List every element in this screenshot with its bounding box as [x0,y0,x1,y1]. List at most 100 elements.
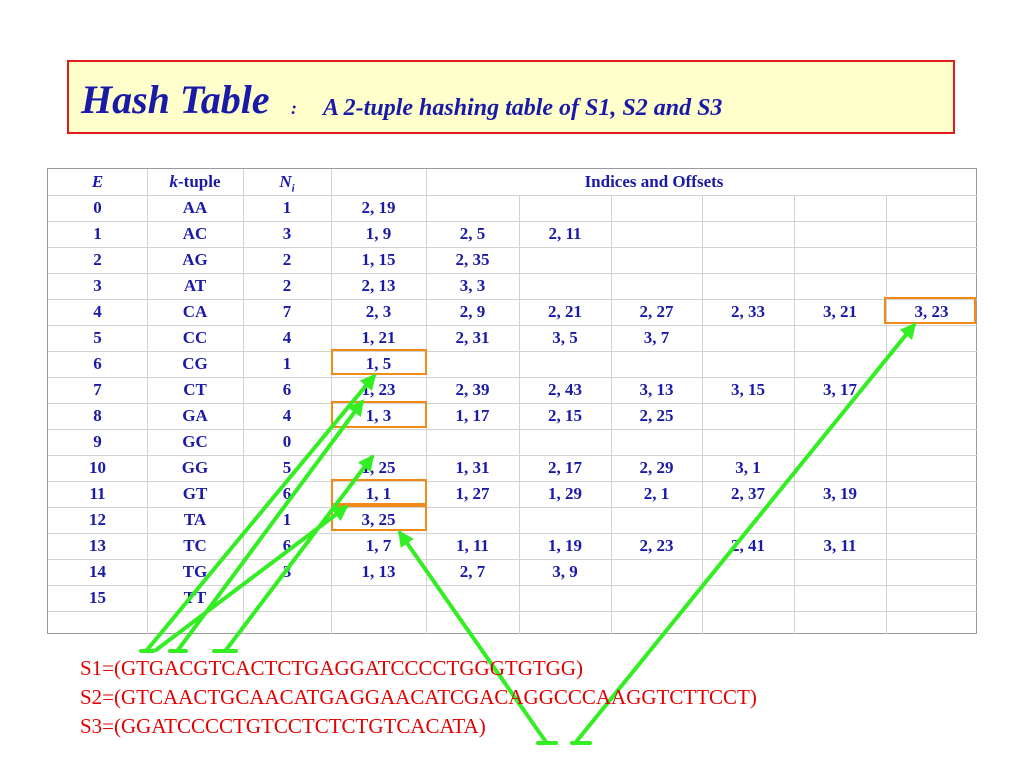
row-n: 3 [282,224,292,243]
row-e: 12 [89,510,106,529]
header-n-subscript: i [291,182,295,195]
row-tuple: AA [182,198,208,217]
row-tuple: AT [183,276,207,295]
row-offset: 1, 27 [455,484,490,503]
sequence-s2: S2=(GTCAACTGCAACATGAGGAACATCGACAGGCCCAAG… [80,685,757,709]
row-offset: 2, 23 [639,536,674,555]
row-tuple: CA [182,302,208,321]
highlight-box [331,349,427,375]
arrow-s1-to-ta [154,505,349,652]
row-n: 6 [282,380,292,399]
row-e: 3 [93,276,102,295]
grid-line-horizontal [48,221,977,222]
row-tuple: CG [182,354,208,373]
row-offset: 2, 39 [455,380,490,399]
sequence-s1: S1=(GTGACGTCACTCTGAGGATCCCCTGGGTGTGG) [80,656,584,680]
row-offset: 1, 19 [548,536,582,555]
grid-line-horizontal [48,585,977,586]
row-offset: 1, 5 [365,354,392,373]
row-e: 6 [93,354,102,373]
grid-line-horizontal [48,455,977,456]
row-tuple: TA [183,510,207,529]
row-offset: 2, 17 [548,458,582,477]
sequence-s3: S3=(GGATCCCCTGTCCTCTCTGTCACATA) [80,714,486,738]
grid-line-horizontal [48,195,977,196]
grid-line-horizontal [48,403,977,404]
row-e: 0 [93,198,102,217]
row-offset: 2, 35 [455,250,490,269]
row-offset: 2, 25 [639,406,674,425]
row-offset: 2, 13 [361,276,396,295]
row-offset: 1, 9 [365,224,392,243]
row-offset: 2, 21 [548,302,582,321]
row-n: 6 [282,536,292,555]
grid-line-horizontal [48,481,977,482]
row-offset: 3, 13 [639,380,674,399]
grid-line-vertical [611,195,612,634]
row-offset: 3, 7 [643,328,670,347]
row-tuple: GA [182,406,208,425]
row-tuple: GG [181,458,209,477]
row-offset: 3, 9 [552,562,578,581]
row-e: 8 [93,406,102,425]
grid-line-horizontal [48,247,977,248]
row-offset: 2, 33 [731,302,765,321]
row-offset: 1, 3 [365,406,392,425]
grid-line-vertical [702,195,703,634]
grid-line-vertical [886,195,887,634]
row-offset: 2, 19 [361,198,396,217]
row-n: 2 [282,250,292,269]
row-offset: 1, 17 [455,406,490,425]
header-k-tuple: k-tuple [147,169,243,195]
header-e: E [91,172,104,191]
row-n: 7 [282,302,292,321]
row-e: 9 [93,432,102,451]
grid-line-horizontal [48,325,977,326]
grid-line-horizontal [48,611,977,612]
row-e: 2 [93,250,102,269]
grid-line-horizontal [48,559,977,560]
row-offset: 2, 29 [639,458,674,477]
row-tuple: TT [183,588,207,607]
row-offset: 3, 23 [914,302,949,321]
highlight-box [331,401,427,428]
grid-line-vertical [519,195,520,634]
grid-line-horizontal [48,299,977,300]
row-offset: 1, 13 [361,562,396,581]
slide-subtitle: A 2-tuple hashing table of S1, S2 and S3 [323,95,723,121]
grid-line-horizontal [48,429,977,430]
arrow-s3-to-tc [398,530,548,744]
row-offset: 1, 7 [365,536,392,555]
row-e: 10 [89,458,106,477]
row-n: 1 [282,354,292,373]
row-tuple: TG [182,562,208,581]
row-offset: 3, 3 [459,276,486,295]
row-offset: 2, 1 [643,484,670,503]
row-offset: 1, 15 [361,250,396,269]
header-n: Ni [243,169,331,195]
row-tuple: TC [183,536,207,555]
grid-line-horizontal [48,351,977,352]
row-offset: 2, 43 [548,380,582,399]
row-offset: 2, 15 [548,406,582,425]
highlight-box [884,297,976,324]
grid-line-vertical [243,169,244,634]
row-offset: 3, 11 [823,536,857,555]
header-n-main: N [279,172,292,191]
grid-line-horizontal [48,507,977,508]
row-n: 1 [282,510,292,529]
arrow-s1-to-gt [224,454,374,652]
row-offset: 1, 29 [548,484,582,503]
row-offset: 2, 11 [548,224,582,243]
slide-title: Hash Table [81,77,270,122]
row-tuple: GC [182,432,208,451]
grid-line-horizontal [48,533,977,534]
row-offset: 3, 19 [823,484,857,503]
row-offset: 3, 21 [823,302,857,321]
highlight-box [331,479,427,505]
header-k-italic: k [169,172,179,191]
row-offset: 3, 25 [361,510,396,529]
row-n: 5 [282,458,292,477]
